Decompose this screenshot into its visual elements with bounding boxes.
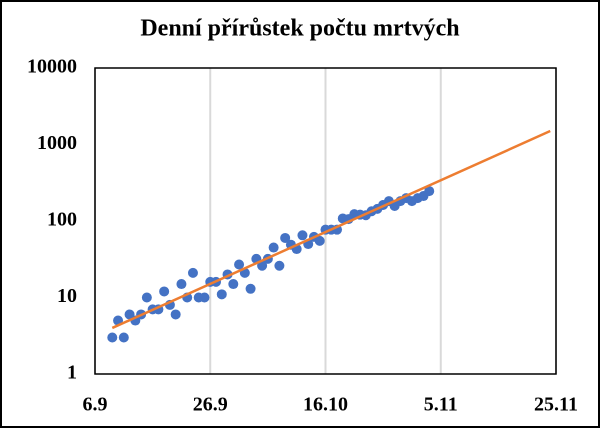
chart-title: Denní přírůstek počtu mrtvých — [140, 16, 459, 42]
y-tick-label: 100 — [47, 209, 77, 231]
plot-border — [94, 67, 557, 375]
point — [234, 259, 245, 270]
x-tick-label: 26.9 — [193, 394, 228, 416]
y-tick-label: 10 — [57, 285, 77, 307]
y-tick-label: 1000 — [37, 132, 77, 154]
x-tick-label: 6.9 — [83, 394, 108, 416]
trend-line — [111, 129, 551, 330]
point — [228, 279, 239, 290]
point — [274, 260, 285, 271]
point — [199, 292, 210, 303]
y-tick-label: 1 — [67, 362, 77, 384]
point — [257, 260, 268, 271]
point — [245, 283, 256, 294]
point — [170, 309, 181, 320]
point — [176, 279, 187, 290]
point — [268, 242, 279, 253]
point — [424, 186, 435, 197]
point — [141, 292, 152, 303]
x-tick-label: 5.11 — [424, 394, 458, 416]
point — [107, 332, 118, 343]
point — [280, 232, 291, 243]
point — [118, 332, 129, 343]
y-tick-label: 10000 — [27, 56, 77, 78]
point — [187, 267, 198, 278]
point — [297, 230, 308, 241]
x-tick-label: 25.11 — [534, 394, 578, 416]
point — [216, 289, 227, 300]
x-tick-label: 16.10 — [303, 394, 348, 416]
point — [159, 286, 170, 297]
point — [314, 235, 325, 246]
